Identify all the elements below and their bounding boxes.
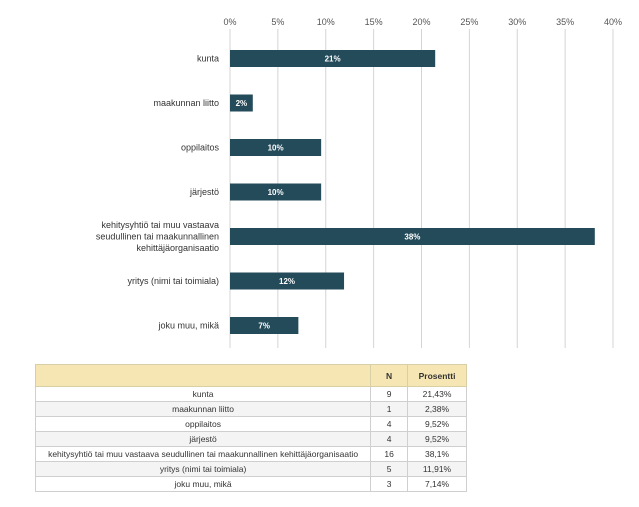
table-header-n: N bbox=[370, 364, 409, 387]
x-tick-label: 0% bbox=[223, 17, 236, 27]
table-cell-percent: 9,52% bbox=[407, 416, 467, 432]
table-header-percent: Prosentti bbox=[407, 364, 467, 387]
data-label: 21% bbox=[325, 55, 341, 64]
category-label: kehitysyhtiö tai muu vastaava seudullinen… bbox=[96, 220, 219, 253]
table-header-category bbox=[34, 364, 372, 387]
category-label: yritys (nimi tai toimiala) bbox=[127, 276, 219, 286]
table-cell-n: 4 bbox=[370, 416, 409, 432]
table-cell-n: 4 bbox=[370, 431, 409, 447]
data-labels: 21% 2% 10% 10% 38% 12% 7% bbox=[236, 55, 421, 331]
table-cell-category: maakunnan liitto bbox=[34, 401, 372, 417]
table-cell-n: 5 bbox=[370, 461, 409, 477]
table-row: järjestö 4 9,52% bbox=[34, 431, 467, 447]
table-cell-percent: 21,43% bbox=[407, 386, 467, 402]
table-cell-category: järjestö bbox=[34, 431, 372, 447]
bar bbox=[230, 228, 595, 245]
table-row: yritys (nimi tai toimiala) 5 11,91% bbox=[34, 461, 467, 477]
data-label: 38% bbox=[404, 233, 420, 242]
category-label: maakunnan liitto bbox=[153, 98, 219, 108]
category-label: oppilaitos bbox=[181, 143, 220, 153]
table-cell-n: 1 bbox=[370, 401, 409, 417]
x-tick-label: 35% bbox=[556, 17, 574, 27]
table-header-row: N Prosentti bbox=[34, 364, 467, 387]
bar bbox=[230, 94, 253, 112]
table-cell-category: kehitysyhtiö tai muu vastaava seudulline… bbox=[34, 446, 372, 462]
table-cell-category: oppilaitos bbox=[34, 416, 372, 432]
bar-chart: 0% 5% 10% 15% 20% 25% 30% 35% 40% kunta maakunnan… bbox=[96, 17, 622, 348]
data-label: 2% bbox=[236, 99, 248, 108]
category-label: järjestö bbox=[189, 187, 219, 197]
table-cell-percent: 2,38% bbox=[407, 401, 467, 417]
table-row: oppilaitos 4 9,52% bbox=[34, 416, 467, 432]
table-cell-category: joku muu, mikä bbox=[34, 476, 372, 492]
x-axis-ticks: 0% 5% 10% 15% 20% 25% 30% 35% 40% bbox=[223, 17, 622, 27]
data-label: 10% bbox=[268, 144, 284, 153]
bar bbox=[230, 183, 322, 201]
bar bbox=[230, 272, 345, 290]
table-row: joku muu, mikä 3 7,14% bbox=[34, 476, 467, 492]
table-cell-n: 9 bbox=[370, 386, 409, 402]
table-cell-percent: 11,91% bbox=[407, 461, 467, 477]
table-cell-category: kunta bbox=[34, 386, 372, 402]
table-row: kunta 9 21,43% bbox=[34, 386, 467, 402]
grid-lines bbox=[229, 29, 614, 348]
data-label: 10% bbox=[268, 188, 284, 197]
x-tick-label: 15% bbox=[365, 17, 383, 27]
bar bbox=[230, 139, 322, 156]
bar bbox=[230, 317, 299, 334]
category-labels: kunta maakunnan liitto oppilaitos järjestö k… bbox=[96, 54, 220, 331]
table-cell-percent: 9,52% bbox=[407, 431, 467, 447]
bar bbox=[230, 50, 436, 67]
table-cell-category: yritys (nimi tai toimiala) bbox=[34, 461, 372, 477]
category-label: joku muu, mikä bbox=[157, 321, 219, 331]
table-cell-percent: 7,14% bbox=[407, 476, 467, 492]
x-tick-label: 25% bbox=[460, 17, 478, 27]
table-row: maakunnan liitto 1 2,38% bbox=[34, 401, 467, 417]
data-label: 12% bbox=[279, 277, 295, 286]
x-tick-label: 40% bbox=[604, 17, 622, 27]
table-cell-percent: 38,1% bbox=[407, 446, 467, 462]
table-cell-n: 16 bbox=[370, 446, 409, 462]
category-label: kunta bbox=[197, 54, 219, 64]
bars bbox=[230, 50, 595, 334]
x-tick-label: 20% bbox=[412, 17, 430, 27]
table-row: kehitysyhtiö tai muu vastaava seudulline… bbox=[34, 446, 467, 462]
table-cell-n: 3 bbox=[370, 476, 409, 492]
data-label: 7% bbox=[258, 322, 270, 331]
data-table: N Prosentti kunta 9 21,43% maakunnan lii… bbox=[34, 364, 467, 492]
x-tick-label: 30% bbox=[508, 17, 526, 27]
x-tick-label: 5% bbox=[271, 17, 284, 27]
x-tick-label: 10% bbox=[317, 17, 335, 27]
